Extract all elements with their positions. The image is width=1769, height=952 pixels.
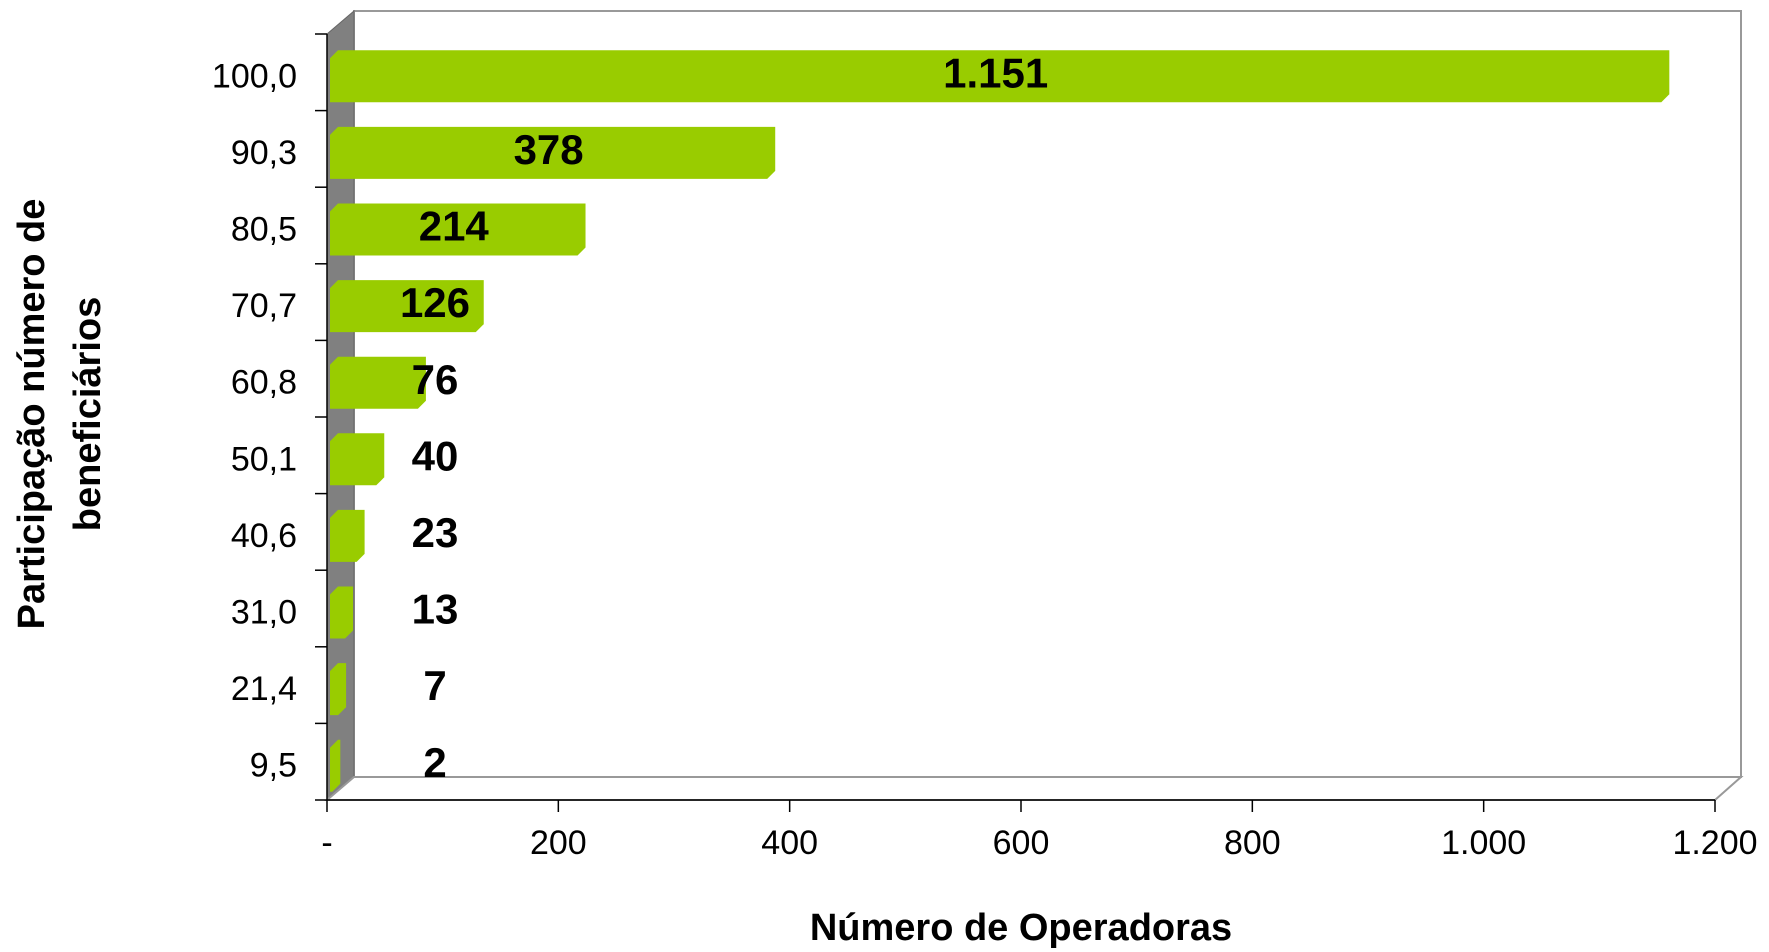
bar xyxy=(330,509,365,562)
floor xyxy=(324,776,1744,801)
y-tick-label: 90,3 xyxy=(231,134,297,172)
bar xyxy=(330,739,341,792)
x-tick-label: 400 xyxy=(761,824,818,862)
y-tick-label: 100,0 xyxy=(212,57,297,95)
x-tick-label: 1.200 xyxy=(1672,824,1757,862)
value-label: 76 xyxy=(412,356,459,403)
value-label: 378 xyxy=(514,126,584,173)
bar xyxy=(330,663,347,716)
x-tick-label: - xyxy=(321,824,332,862)
x-tick-label: 800 xyxy=(1224,824,1281,862)
y-axis-title-line: Participação número de xyxy=(11,199,53,630)
y-axis-title: Participação número de beneficiários xyxy=(11,199,109,630)
value-label: 2 xyxy=(423,739,446,786)
bar xyxy=(330,586,354,639)
x-axis-title: Número de Operadoras xyxy=(810,907,1232,949)
y-tick-label: 31,0 xyxy=(231,593,297,631)
bar xyxy=(330,203,586,256)
value-label: 40 xyxy=(412,432,459,479)
y-tick-label: 21,4 xyxy=(231,670,297,708)
bar xyxy=(330,280,484,333)
y-tick-label: 50,1 xyxy=(231,440,297,478)
value-label: 214 xyxy=(419,203,490,250)
value-label: 23 xyxy=(412,509,459,556)
x-tick-label: 200 xyxy=(530,824,587,862)
y-tick-label: 9,5 xyxy=(250,747,297,785)
value-label: 1.151 xyxy=(943,49,1048,96)
value-label: 13 xyxy=(412,586,459,633)
y-axis-title-line: beneficiários xyxy=(67,297,109,531)
x-tick-label: 1.000 xyxy=(1441,824,1526,862)
bar xyxy=(330,433,385,486)
y-tick-label: 70,7 xyxy=(231,287,297,325)
bar xyxy=(330,50,1670,103)
bar xyxy=(330,356,426,409)
y-tick-label: 60,8 xyxy=(231,364,297,402)
value-label: 7 xyxy=(423,662,446,709)
x-tick-label: 600 xyxy=(993,824,1050,862)
value-label: 126 xyxy=(400,279,470,326)
y-tick-label: 80,5 xyxy=(231,210,297,248)
y-tick-label: 40,6 xyxy=(231,517,297,555)
bar xyxy=(330,126,776,179)
